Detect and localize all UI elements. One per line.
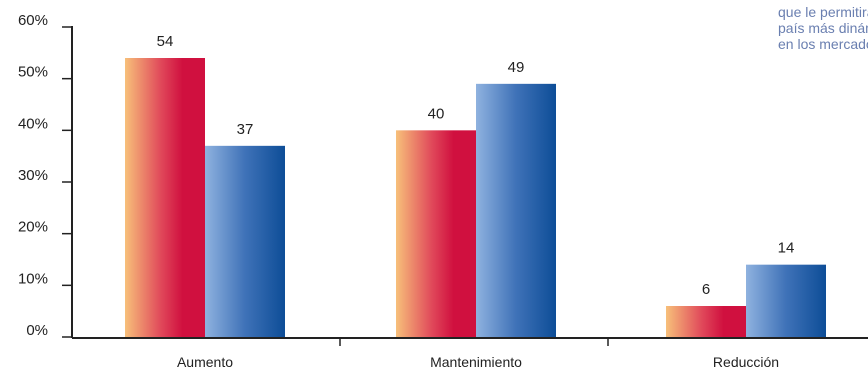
data-labels: 54 37 40 49 6 14 [157, 33, 795, 298]
category-labels: Aumento Mantenimiento Reducción [177, 338, 779, 370]
x-category-label: Aumento [177, 354, 233, 370]
y-tick-label: 0% [26, 322, 48, 339]
x-category-label: Mantenimiento [430, 354, 522, 370]
side-note-text: que le permitirá s país más dinámic en l… [778, 4, 868, 52]
bar-mantenimiento-series-1 [396, 130, 476, 337]
side-note-line: que le permitirá s [778, 4, 868, 20]
bar-reducción-series-1 [666, 306, 746, 337]
data-label: 40 [428, 105, 445, 122]
y-tick-label: 10% [18, 270, 48, 287]
y-tick-label: 30% [18, 167, 48, 184]
bar-reducción-series-2 [746, 264, 826, 337]
y-tick-label: 40% [18, 115, 48, 132]
bar-aumento-series-1 [125, 58, 205, 337]
y-tick-label: 50% [18, 64, 48, 81]
side-note-line: país más dinámic [778, 20, 868, 36]
data-label: 6 [702, 281, 710, 298]
y-ticks: 0% 10% 20% 30% 40% 50% 60% [18, 12, 72, 339]
bars [125, 58, 826, 337]
data-label: 14 [778, 240, 795, 257]
y-tick-label: 60% [18, 12, 48, 29]
x-category-label: Reducción [713, 354, 779, 370]
side-note-line: en los mercados [778, 36, 868, 52]
y-tick-label: 20% [18, 219, 48, 236]
bar-aumento-series-2 [205, 145, 285, 337]
data-label: 54 [157, 33, 174, 50]
bar-mantenimiento-series-2 [476, 83, 556, 337]
data-label: 49 [508, 59, 525, 76]
data-label: 37 [237, 121, 254, 138]
